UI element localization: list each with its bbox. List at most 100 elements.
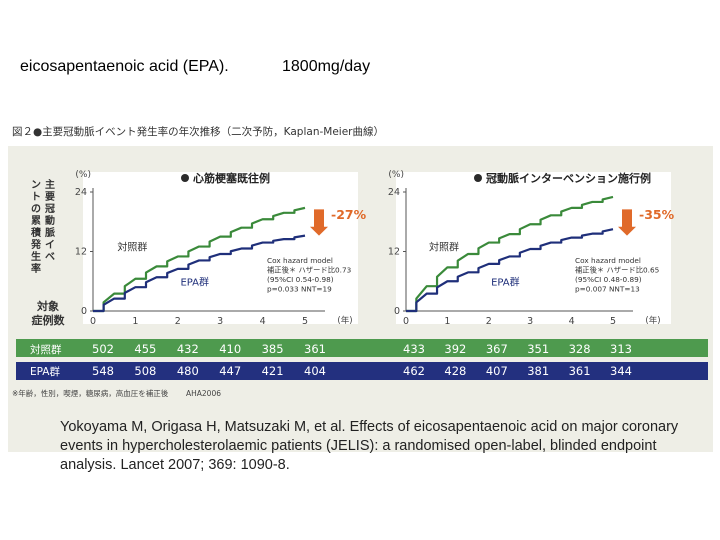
y-tick-label: 0 [394,306,400,317]
x-tick-label: 0 [90,316,96,327]
y-axis-title-char: 生 [31,250,41,263]
x-tick-label: 2 [486,316,492,327]
y-tick-label: 24 [388,187,400,198]
y-axis-title-char: 主 [45,178,55,191]
stats-line: 補正後＊ ハザード比0.65 [575,266,659,275]
series-label-epa: EPA群 [491,275,520,288]
y-tick-label: 24 [75,187,87,198]
y-tick-label: 12 [388,247,400,258]
y-axis-title-char: 脈 [45,226,55,239]
risk-table-value: 385 [262,342,284,356]
risk-table-value: 367 [486,342,508,356]
x-tick-label: 1 [444,316,450,327]
figure-caption: 図２●主要冠動脈イベント発生率の年次推移（二次予防，Kaplan-Meier曲線… [12,126,384,138]
risk-table-value: 480 [177,364,199,378]
y-unit-label: (%) [388,170,404,180]
y-tick-label: 12 [75,247,87,258]
x-tick-label: 5 [610,316,616,327]
x-tick-label: 3 [217,316,223,327]
panel-2-title: 冠動脈インターベンション施行例 [486,171,651,185]
slide-title-drug: eicosapentaenoic acid (EPA). [20,58,229,75]
risk-row-epa-bar [16,362,708,380]
x-tick-label: 2 [175,316,181,327]
stats-line: Cox hazard model [267,256,333,265]
risk-label-line1: 対象 [36,299,59,313]
stats-line: Cox hazard model [575,256,641,265]
stats-line: p=0.033 NNT=19 [267,285,332,294]
risk-table-value: 421 [262,364,284,378]
x-tick-label: 3 [527,316,533,327]
reduction-arrow-icon [618,209,636,236]
risk-table-value: 428 [444,364,466,378]
risk-table-value: 407 [486,364,508,378]
risk-table-value: 502 [92,342,114,356]
y-axis-title-char: 率 [31,262,41,275]
series-label-epa: EPA群 [180,275,209,288]
risk-table-value: 381 [527,364,549,378]
risk-table-value: 361 [569,364,591,378]
reference-citation: Yokoyama M, Origasa H, Matsuzaki M, et a… [60,419,679,473]
risk-table-value: 351 [527,342,549,356]
panel-title-bullet-icon [474,174,482,182]
risk-table-value: 392 [444,342,466,356]
reduction-label: -27% [331,207,367,222]
y-axis-title-char: ン [31,180,41,191]
risk-table-value: 328 [569,342,591,356]
y-axis-title-char: 発 [30,238,42,251]
y-axis-title-char: 積 [30,226,42,239]
risk-row-label-control: 対照群 [30,343,62,356]
stats-line: (95%CI 0.48-0.89) [575,275,642,284]
series-line-epa [93,234,306,313]
y-axis-title-char: ト [31,191,41,203]
series-label-control: 対照群 [117,240,147,253]
risk-row-control-bar [16,339,708,357]
y-axis-title-char: ベ [45,251,55,263]
reduction-arrow-icon [310,209,328,236]
series-line-control [406,195,614,313]
y-axis-title-char: イ [45,239,55,251]
risk-table-value: 432 [177,342,199,356]
risk-table-value: 361 [304,342,326,356]
slide-title-dose: 1800mg/day [282,58,371,75]
stats-line: 補正後＊ ハザード比0.73 [267,266,352,275]
y-axis-title-char: 冠 [45,203,55,215]
y-tick-label: 0 [81,306,87,317]
risk-table-value: 404 [304,364,326,378]
y-axis-title-char: 要 [45,191,55,203]
stats-line: p=0.007 NNT=13 [575,285,640,294]
figure-footnote: ※年齢，性別，喫煙，糖尿病，高血圧を補正後 [12,388,169,398]
risk-table-value: 344 [610,364,632,378]
x-tick-label: 4 [260,316,266,327]
risk-table-value: 548 [92,364,114,378]
risk-table-value: 433 [403,342,425,356]
risk-table-value: 410 [219,342,241,356]
y-axis-title-char: 累 [31,215,41,227]
x-tick-label: 5 [302,316,308,327]
risk-table-value: 508 [134,364,156,378]
series-label-control: 対照群 [429,240,459,253]
y-axis-title-char: の [31,204,41,215]
y-unit-label: (%) [75,170,91,180]
risk-table-value: 313 [610,342,632,356]
panel-1-title: 心筋梗塞既往例 [193,171,270,185]
risk-table-value: 447 [219,364,241,378]
risk-label-line2: 症例数 [32,313,66,327]
figure-source: AHA2006 [186,389,221,398]
panel-title-bullet-icon [181,174,189,182]
risk-row-label-epa: EPA群 [30,365,60,378]
reduction-label: -35% [639,207,675,222]
series-line-epa [406,228,614,313]
x-tick-label: 0 [403,316,409,327]
x-tick-label: 4 [569,316,575,327]
kaplan-meier-figure: 図２●主要冠動脈イベント発生率の年次推移（二次予防，Kaplan-Meier曲線… [8,122,713,452]
series-line-control [93,206,306,313]
y-axis-title-char: 動 [45,214,55,227]
x-tick-label: 1 [132,316,138,327]
x-unit-label: (年) [645,315,660,326]
stats-line: (95%CI 0.54-0.98) [267,275,334,284]
risk-table-value: 462 [403,364,425,378]
x-unit-label: (年) [337,315,352,326]
risk-table-value: 455 [134,342,156,356]
panel-1-box [83,172,358,324]
